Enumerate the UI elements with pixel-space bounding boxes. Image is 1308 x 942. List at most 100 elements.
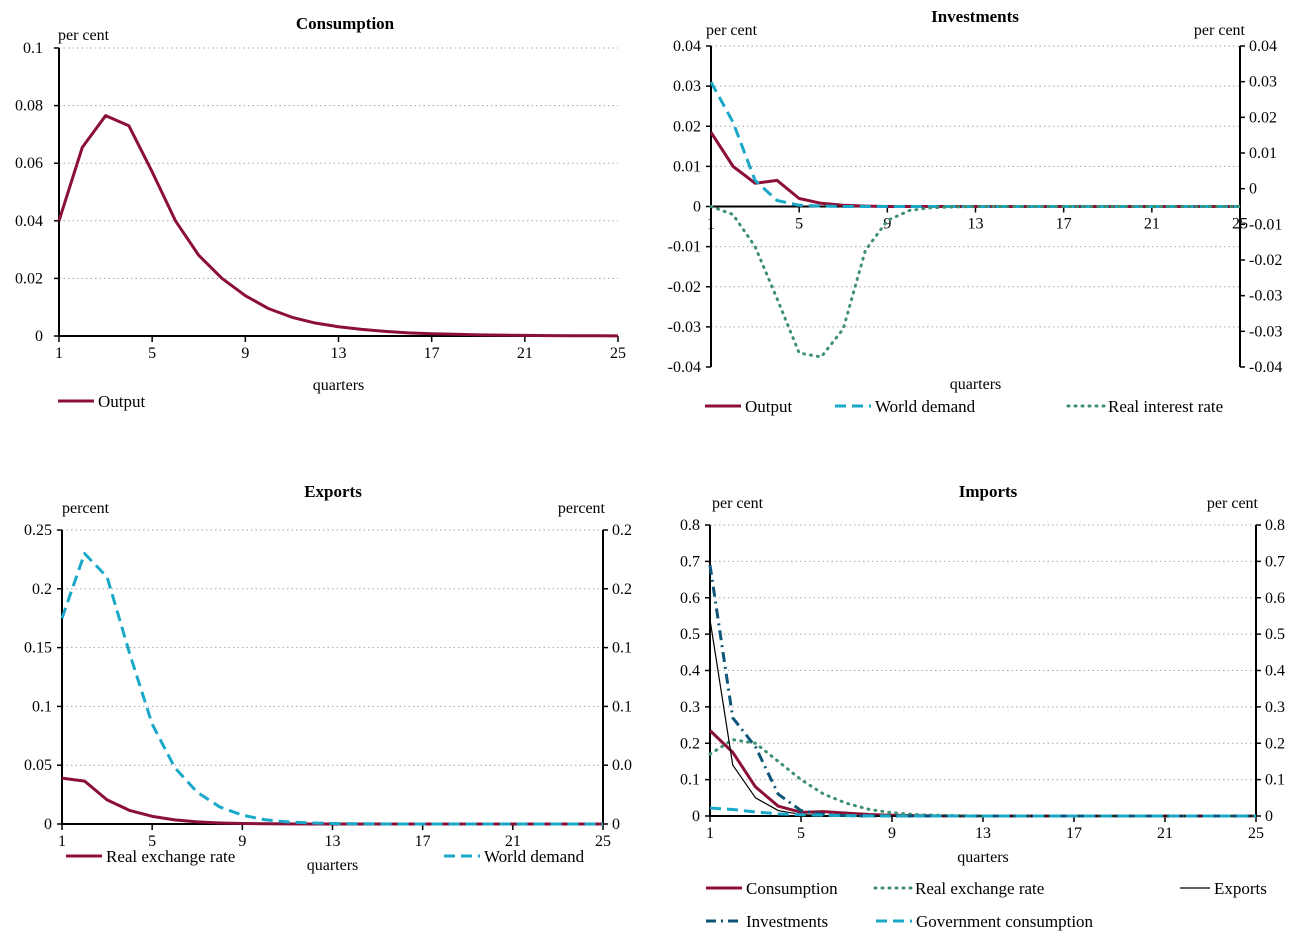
investments-right-unit: per cent xyxy=(1194,22,1246,39)
consumption-left-tick-label: 0.1 xyxy=(23,40,43,57)
imports-left-unit: per cent xyxy=(712,495,764,512)
investments-x-tick-label: 13 xyxy=(968,216,984,233)
exports-right-tick-label: 0.1 xyxy=(612,640,632,657)
exports-x-tick-label: 21 xyxy=(505,833,521,850)
investments-right-tick-label: -0.04 xyxy=(1249,359,1282,376)
exports-legend-label: Real exchange rate xyxy=(106,847,235,866)
imports-left-tick-label: 0.4 xyxy=(680,663,700,680)
investments-legend-item: World demand xyxy=(835,397,976,416)
imports-right-tick-label: 0 xyxy=(1265,808,1273,825)
investments-left-tick-label: 0 xyxy=(693,199,701,216)
consumption-left-tick-label: 0 xyxy=(35,328,43,345)
imports-right-unit: per cent xyxy=(1207,495,1259,512)
investments-left-tick-label: 0.04 xyxy=(673,38,701,55)
investments-chart: Investments per cent per cent -0.04 -0.03 -0.… xyxy=(668,7,1283,416)
imports-legend-label: Exports xyxy=(1214,879,1267,898)
imports-right-tick-label: 0.8 xyxy=(1265,517,1285,534)
investments-right-tick-label: 0.01 xyxy=(1249,145,1277,162)
investments-left-tick-label: 0.03 xyxy=(673,78,701,95)
investments-x-tick-label: 25 xyxy=(1232,216,1248,233)
imports-right-tick-label: 0.2 xyxy=(1265,735,1285,752)
investments-series-world-demand xyxy=(709,81,1240,208)
imports-title: Imports xyxy=(959,482,1018,501)
imports-right-tick-label: 0.7 xyxy=(1265,553,1285,570)
investments-left-tick-label: -0.02 xyxy=(668,279,701,296)
imports-chart: Imports per cent per cent 0 0.1 0.2 0.3 0.4 0.5 0… xyxy=(680,482,1285,931)
exports-left-tick-label: 0.15 xyxy=(24,640,52,657)
investments-legend-item: Output xyxy=(705,397,793,416)
imports-x-tick-label: 21 xyxy=(1157,825,1173,842)
investments-x-tick-label: 21 xyxy=(1144,216,1160,233)
imports-series-investments xyxy=(708,564,1256,818)
exports-legend-item: Real exchange rate xyxy=(66,847,235,866)
exports-right-tick-label: 0.2 xyxy=(612,522,632,539)
consumption-left-tick-label: 0.06 xyxy=(15,155,43,172)
investments-left-tick-label: -0.04 xyxy=(668,359,701,376)
exports-x-tick-label: 9 xyxy=(238,833,246,850)
imports-legend-item: Consumption xyxy=(706,879,838,898)
imports-left-tick-label: 0.3 xyxy=(680,699,700,716)
investments-legend-item: Real interest rate xyxy=(1066,397,1223,416)
investments-right-tick-label: 0.04 xyxy=(1249,38,1277,55)
exports-legend-item: World demand xyxy=(444,847,585,866)
imports-legend-label: Investments xyxy=(746,912,828,931)
imports-right-tick-label: 0.3 xyxy=(1265,699,1285,716)
imports-left-tick-label: 0 xyxy=(692,808,700,825)
consumption-x-tick-label: 1 xyxy=(55,345,63,362)
consumption-x-tick-label: 25 xyxy=(610,345,626,362)
imports-legend-item: Government consumption xyxy=(876,912,1094,931)
imports-left-tick-label: 0.1 xyxy=(680,772,700,789)
investments-x-tick-label: 1 xyxy=(707,216,715,233)
imports-left-tick-label: 0.5 xyxy=(680,626,700,643)
exports-left-tick-label: 0 xyxy=(44,816,52,833)
exports-left-tick-label: 0.1 xyxy=(32,698,52,715)
imports-x-tick-label: 17 xyxy=(1066,825,1082,842)
imports-x-axis-label: quarters xyxy=(957,849,1009,866)
investments-right-tick-label: 0.03 xyxy=(1249,74,1277,91)
exports-legend-label: World demand xyxy=(484,847,585,866)
imports-x-tick-label: 25 xyxy=(1248,825,1264,842)
investments-x-tick-label: 9 xyxy=(883,216,891,233)
imports-legend-item: Exports xyxy=(1180,879,1267,898)
investments-left-tick-label: -0.03 xyxy=(668,319,701,336)
investments-legend-label: Output xyxy=(745,397,793,416)
imports-right-tick-label: 0.1 xyxy=(1265,772,1285,789)
consumption-left-tick-label: 0.08 xyxy=(15,98,43,115)
consumption-series-output xyxy=(57,114,619,338)
investments-right-tick-label: -0.02 xyxy=(1249,252,1282,269)
investments-right-tick-label: -0.01 xyxy=(1249,216,1282,233)
imports-legend-label: Consumption xyxy=(746,879,838,898)
imports-x-tick-label: 5 xyxy=(797,825,805,842)
exports-left-tick-label: 0.05 xyxy=(24,757,52,774)
investments-title: Investments xyxy=(931,7,1019,26)
consumption-x-tick-label: 13 xyxy=(331,345,347,362)
exports-right-tick-label: 0 xyxy=(612,816,620,833)
exports-right-tick-label: 0.1 xyxy=(612,698,632,715)
investments-legend-label: World demand xyxy=(875,397,976,416)
consumption-left-tick-label: 0.02 xyxy=(15,270,43,287)
imports-left-tick-label: 0.6 xyxy=(680,590,700,607)
imports-left-tick-label: 0.2 xyxy=(680,735,700,752)
consumption-x-tick-label: 17 xyxy=(424,345,440,362)
imports-x-tick-label: 9 xyxy=(888,825,896,842)
exports-left-unit: percent xyxy=(62,500,110,517)
exports-x-axis-label: quarters xyxy=(307,857,359,874)
investments-x-axis-label: quarters xyxy=(950,376,1002,393)
imports-legend-label: Government consumption xyxy=(916,912,1094,931)
imports-right-tick-label: 0.6 xyxy=(1265,590,1285,607)
consumption-chart: Consumption per cent 0 0.02 0.04 0.06 0.08 0.1 1… xyxy=(15,14,626,411)
consumption-left-unit: per cent xyxy=(58,27,110,44)
exports-x-tick-label: 5 xyxy=(148,833,156,850)
investments-right-tick-label: -0.03 xyxy=(1249,323,1282,340)
exports-x-tick-label: 25 xyxy=(595,833,611,850)
imports-left-tick-label: 0.8 xyxy=(680,517,700,534)
exports-series-real-exchange-rate xyxy=(61,776,603,826)
exports-x-tick-label: 13 xyxy=(325,833,341,850)
exports-title: Exports xyxy=(304,482,362,501)
investments-left-tick-label: -0.01 xyxy=(668,239,701,256)
consumption-left-tick-label: 0.04 xyxy=(15,213,43,230)
investments-left-unit: per cent xyxy=(706,22,758,39)
consumption-legend-item: Output xyxy=(58,392,146,411)
